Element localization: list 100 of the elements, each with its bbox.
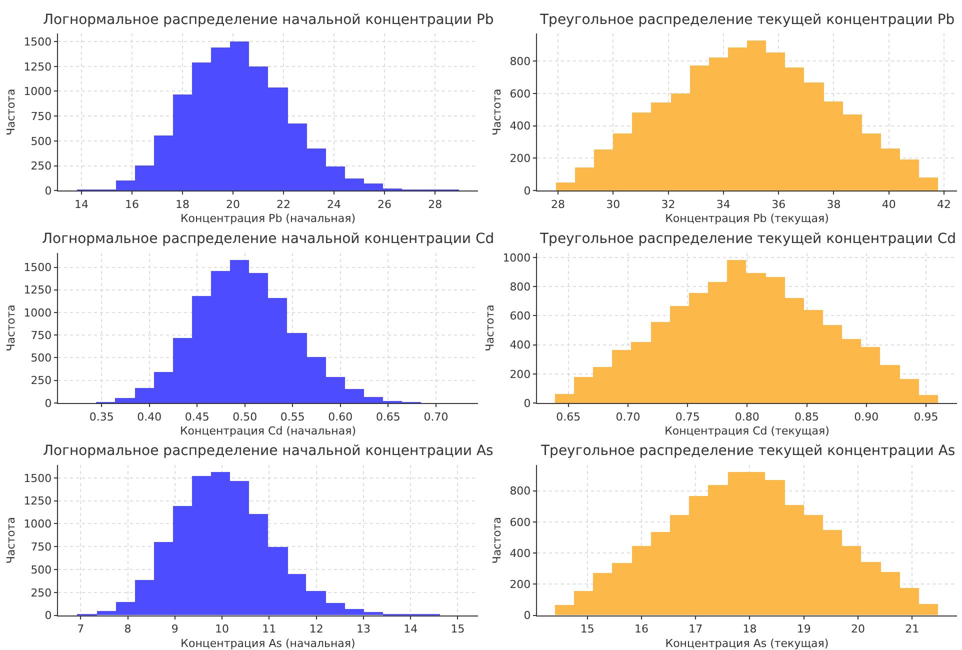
y-tick-label: 500: [30, 563, 52, 576]
y-axis-title: Частота: [490, 516, 504, 564]
chart-title: Логнормальное распределение начальной концентрации Pb: [43, 12, 494, 28]
x-tick-label: 0.55: [280, 410, 305, 424]
x-tick-label: 40: [882, 198, 896, 211]
x-tick-label: 9: [171, 622, 178, 636]
x-tick-label: 14: [74, 198, 88, 211]
y-tick-label: 600: [510, 516, 531, 529]
x-tick-label: 0.45: [184, 410, 210, 424]
chart-title: Треугольное распределение текущей концентрации Cd: [539, 231, 956, 247]
y-tick-label: 750: [30, 540, 52, 554]
y-tick-label: 1000: [24, 85, 52, 98]
y-tick-label: 1500: [24, 261, 52, 274]
x-tick-label: 30: [606, 198, 620, 211]
y-tick-label: 0: [44, 609, 52, 622]
y-tick-label: 200: [510, 152, 531, 166]
x-tick-label: 12: [309, 622, 324, 636]
y-tick-label: 600: [510, 310, 531, 323]
x-tick-label: 15: [450, 622, 465, 636]
chart-title: Логнормальное распределение начальной концентрации As: [43, 443, 494, 459]
y-tick-label: 500: [30, 134, 52, 148]
y-tick-label: 750: [30, 328, 52, 342]
x-tick-label: 0.35: [89, 410, 114, 424]
y-tick-label: 1000: [24, 518, 52, 531]
x-tick-label: 13: [356, 622, 370, 636]
y-tick-label: 0: [524, 609, 531, 622]
y-tick-label: 250: [30, 374, 52, 388]
x-axis-title: Концентрация Cd (начальная): [180, 424, 356, 438]
y-tick-label: 1250: [24, 60, 52, 74]
y-axis-title: Частота: [483, 304, 496, 352]
y-tick-label: 400: [510, 120, 531, 133]
y-tick-label: 1250: [24, 494, 52, 508]
x-tick-label: 10: [215, 622, 230, 636]
x-tick-label: 11: [262, 622, 276, 636]
y-tick-label: 200: [510, 578, 531, 592]
y-tick-label: 200: [510, 368, 531, 381]
x-tick-label: 7: [77, 622, 84, 636]
x-tick-label: 36: [772, 198, 786, 211]
x-tick-label: 20: [850, 622, 865, 636]
x-tick-label: 0.40: [137, 410, 162, 424]
y-tick-label: 600: [510, 87, 531, 100]
x-tick-label: 18: [742, 622, 757, 636]
chart-title: Треугольное распределение текущей концентрации As: [540, 443, 956, 459]
x-tick-label: 0.95: [914, 410, 938, 424]
x-tick-label: 8: [124, 622, 132, 636]
x-tick-label: 28: [550, 198, 565, 211]
x-tick-label: 0.85: [794, 410, 820, 424]
y-tick-label: 1000: [24, 306, 52, 320]
x-tick-label: 38: [826, 198, 841, 211]
x-axis-title: Концентрация Pb (начальная): [180, 212, 356, 226]
x-tick-label: 26: [378, 198, 392, 211]
y-tick-label: 0: [44, 184, 52, 198]
x-tick-label: 42: [937, 198, 952, 211]
x-tick-label: 0.80: [734, 410, 760, 424]
x-tick-label: 0.65: [376, 410, 400, 424]
y-tick-label: 500: [30, 352, 52, 365]
y-tick-label: 800: [510, 484, 531, 498]
x-tick-label: 34: [716, 198, 730, 211]
chart-title: Логнормальное распределение начальной концентрации Cd: [42, 231, 494, 247]
x-tick-label: 0.75: [675, 410, 700, 424]
x-tick-label: 32: [661, 198, 676, 211]
y-tick-label: 250: [30, 160, 52, 173]
x-axis-title: Концентрация Cd (текущая): [664, 424, 830, 438]
x-tick-label: 17: [688, 622, 703, 636]
x-tick-label: 22: [276, 198, 291, 211]
x-tick-label: 20: [226, 198, 240, 211]
x-axis-title: Концентрация As (начальная): [180, 636, 356, 650]
y-axis-title: Частота: [4, 88, 18, 136]
x-tick-label: 14: [404, 622, 418, 636]
x-axis-title: Концентрация As (текущая): [665, 636, 829, 650]
y-axis-title: Частота: [4, 304, 18, 352]
y-tick-label: 800: [510, 54, 531, 68]
x-tick-label: 0.70: [616, 410, 640, 424]
y-axis-title: Частота: [490, 88, 504, 136]
y-tick-label: 750: [30, 110, 52, 123]
x-tick-label: 15: [580, 622, 594, 636]
y-tick-label: 1500: [24, 35, 52, 48]
x-tick-label: 0.70: [424, 410, 448, 424]
y-axis-title: Частота: [4, 516, 18, 564]
x-tick-label: 28: [428, 198, 442, 211]
y-tick-label: 0: [524, 396, 531, 410]
y-tick-label: 1000: [502, 251, 531, 264]
x-tick-label: 18: [176, 198, 190, 211]
x-tick-label: 0.90: [854, 410, 879, 424]
x-tick-label: 19: [796, 622, 811, 636]
x-tick-label: 24: [327, 198, 342, 211]
chart-title: Треугольное распределение текущей концентрации Pb: [539, 12, 955, 28]
x-tick-label: 16: [634, 622, 648, 636]
y-tick-label: 400: [510, 546, 531, 560]
y-tick-label: 800: [510, 280, 531, 294]
x-tick-label: 0.50: [232, 410, 258, 424]
x-tick-label: 21: [905, 622, 920, 636]
y-tick-label: 1500: [24, 472, 52, 485]
x-tick-label: 0.65: [556, 410, 581, 424]
x-tick-label: 0.60: [328, 410, 353, 424]
x-tick-label: 16: [125, 198, 139, 211]
y-tick-label: 0: [524, 184, 531, 198]
y-tick-label: 0: [44, 396, 52, 410]
x-axis-title: Концентрация Pb (текущая): [665, 212, 829, 226]
y-tick-label: 250: [30, 586, 52, 600]
